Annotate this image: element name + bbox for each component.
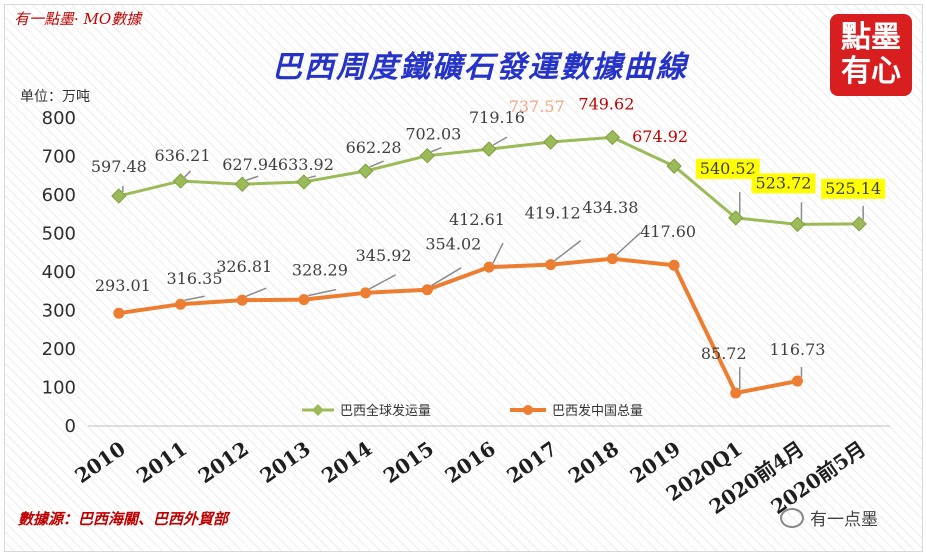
data-label-china: 326.81 xyxy=(216,257,272,276)
data-point-global xyxy=(296,174,312,190)
x-tick-label: 2012 xyxy=(194,436,253,488)
y-tick-label: 300 xyxy=(42,301,76,322)
data-point-china xyxy=(606,253,618,265)
data-point-china xyxy=(175,298,187,310)
data-point-china xyxy=(298,294,310,306)
data-point-global xyxy=(542,134,559,150)
data-label-global: 662.28 xyxy=(346,138,402,157)
data-label-global: 749.62 xyxy=(578,94,634,113)
data-label-china: 316.35 xyxy=(167,269,223,288)
label-leader-line xyxy=(245,287,267,297)
series-line-china xyxy=(118,256,798,395)
data-point-china xyxy=(668,259,680,271)
y-tick-label: 500 xyxy=(42,224,76,245)
data-point-china xyxy=(360,287,372,299)
y-tick-label: 600 xyxy=(42,185,76,206)
data-point-global xyxy=(419,148,436,164)
label-leader-line xyxy=(615,232,641,256)
data-label-china: 293.01 xyxy=(95,276,151,295)
legend-label-global: 巴西全球发运量 xyxy=(340,403,431,419)
x-tick-label: 2013 xyxy=(255,436,314,488)
data-label-china: 434.38 xyxy=(582,198,638,217)
x-tick-label: 2016 xyxy=(440,436,499,488)
data-label-china: 85.72 xyxy=(701,344,747,363)
data-point-global xyxy=(172,173,189,189)
data-point-china xyxy=(730,387,742,399)
data-point-china xyxy=(791,375,803,387)
data-point-global xyxy=(851,216,867,232)
y-tick-label: 700 xyxy=(42,147,76,168)
data-point-global xyxy=(357,163,374,179)
x-tick-label: 2011 xyxy=(132,436,191,488)
x-tick-label: 2010 xyxy=(70,436,129,488)
y-tick-label: 200 xyxy=(42,339,76,360)
label-leader-line xyxy=(184,295,205,301)
data-label-china: 412.61 xyxy=(449,210,505,229)
data-label-global: 597.48 xyxy=(91,157,147,176)
legend-marker-china xyxy=(523,405,533,415)
label-leader-line xyxy=(245,175,259,181)
data-label-global: 525.14 xyxy=(825,179,881,198)
y-tick-label: 400 xyxy=(42,262,76,283)
data-point-china xyxy=(545,259,557,271)
data-label-china: 354.02 xyxy=(425,235,481,254)
data-point-global xyxy=(728,210,744,226)
x-tick-label: 2015 xyxy=(379,436,438,488)
label-leader-line xyxy=(431,147,442,153)
label-highlight xyxy=(751,173,816,194)
watermark-text: 有一点墨 xyxy=(810,510,878,530)
wechat-icon xyxy=(780,507,804,528)
data-point-global xyxy=(789,216,806,233)
y-tick-label: 800 xyxy=(42,108,76,129)
data-point-china xyxy=(113,307,125,319)
label-leader-line xyxy=(369,160,384,168)
data-label-global: 627.94 xyxy=(222,155,278,174)
data-label-china: 328.29 xyxy=(292,261,348,280)
label-leader-line xyxy=(492,136,508,146)
y-tick-label: 0 xyxy=(65,416,76,437)
watermark: 有一点墨 xyxy=(780,505,878,530)
unit-label: 单位：万吨 xyxy=(20,89,90,105)
label-leader-line xyxy=(430,267,462,287)
data-label-global: 633.92 xyxy=(278,155,334,174)
data-label-global: 636.21 xyxy=(155,146,211,165)
data-point-global xyxy=(481,141,497,157)
data-label-global: 719.16 xyxy=(469,108,525,127)
data-label-global: 737.57 xyxy=(509,97,565,116)
data-label-global: 702.03 xyxy=(405,125,461,144)
label-highlight xyxy=(695,158,760,179)
data-point-global xyxy=(111,188,127,204)
data-point-global xyxy=(234,176,250,192)
data-label-china: 116.73 xyxy=(769,340,825,359)
label-highlight xyxy=(821,178,886,199)
label-leader-line xyxy=(554,240,582,262)
data-point-china xyxy=(236,294,248,306)
data-point-global xyxy=(604,129,621,146)
data-point-global xyxy=(666,158,682,174)
data-label-global: 674.92 xyxy=(632,127,688,146)
data-label-global: 523.72 xyxy=(755,173,811,192)
x-tick-label: 2018 xyxy=(564,436,623,488)
data-point-china xyxy=(421,284,433,296)
label-leader-line xyxy=(492,242,504,264)
x-tick-label: 2014 xyxy=(317,436,376,488)
legend-label-china: 巴西发中国总量 xyxy=(552,403,643,419)
data-label-china: 417.60 xyxy=(640,222,696,241)
label-leader-line xyxy=(184,170,192,178)
x-tick-label: 2017 xyxy=(502,436,561,488)
data-label-china: 345.92 xyxy=(356,246,412,265)
label-leader-line xyxy=(307,175,317,179)
data-label-china: 419.12 xyxy=(525,204,581,223)
label-leader-line xyxy=(369,274,396,290)
data-label-global: 540.52 xyxy=(700,159,756,178)
chart-title: 巴西周度鐵礦石發運數據曲線 xyxy=(272,50,688,85)
data-source-label: 數據源：巴西海關、巴西外貿部 xyxy=(18,510,229,528)
legend-marker-global xyxy=(312,404,324,416)
label-leader-line xyxy=(307,288,337,297)
brand-label: 有一點墨· MO數據 xyxy=(14,10,142,28)
seal-logo: 點墨 有心 xyxy=(830,14,912,96)
y-tick-label: 100 xyxy=(42,378,76,399)
data-point-china xyxy=(483,261,495,273)
